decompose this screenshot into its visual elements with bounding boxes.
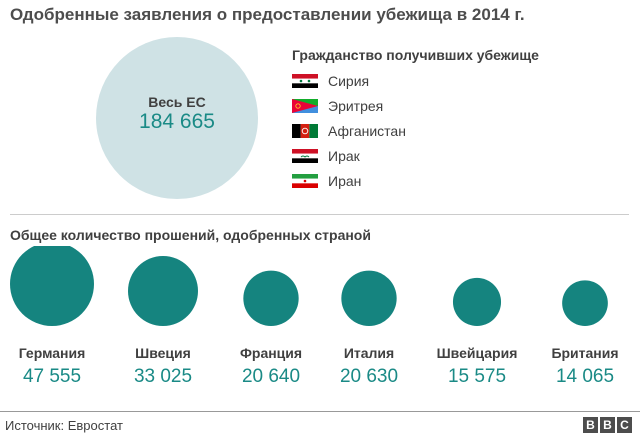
legend-title: Гражданство получивших убежище — [292, 47, 539, 63]
country-value-switzerland: 15 575 — [447, 366, 507, 387]
country-bubble — [562, 280, 608, 326]
country-value-france: 20 640 — [241, 366, 301, 387]
eritrea-flag-icon — [292, 99, 318, 113]
legend-item-afghanistan: Афганистан — [292, 122, 406, 140]
country-label-britain: Британия — [551, 345, 619, 361]
country-value-sweden: 33 025 — [133, 366, 193, 387]
iraq-flag-icon — [292, 149, 318, 163]
country-label-italy: Италия — [343, 345, 395, 361]
syria-flag-icon — [292, 74, 318, 88]
page-title: Одобренные заявления о предоставлении уб… — [10, 5, 525, 24]
bbc-logo: B B C — [581, 417, 632, 433]
country-bubble — [243, 270, 299, 326]
bbc-logo-letter: B — [600, 417, 615, 433]
legend-item-label: Сирия — [328, 73, 370, 89]
country-value-italy: 20 630 — [339, 366, 399, 387]
eu-total-label: Весь ЕС — [148, 94, 206, 110]
country-bubble — [10, 246, 94, 326]
country-value-germany: 47 555 — [22, 366, 82, 387]
section-title: Общее количество прошений, одобренных ст… — [10, 227, 371, 243]
legend-item-syria: Сирия — [292, 72, 369, 90]
bbc-logo-letter: C — [617, 417, 632, 433]
country-label-switzerland: Швейцария — [436, 345, 518, 361]
eu-total-bubble — [96, 37, 258, 199]
footer-divider — [0, 411, 640, 412]
country-label-sweden: Швеция — [135, 345, 191, 361]
eu-total-value: 184 665 — [139, 110, 215, 133]
section-divider — [10, 214, 629, 215]
legend-item-label: Афганистан — [328, 123, 406, 139]
country-bubble — [127, 255, 199, 326]
legend-item-label: Ирак — [328, 148, 360, 164]
country-label-france: Франция — [239, 345, 303, 361]
country-bubble — [341, 270, 397, 326]
country-bubbles — [10, 246, 608, 326]
country-label-germany: Германия — [18, 345, 86, 361]
source-note: Источник: Евростат — [5, 418, 123, 433]
iran-flag-icon — [292, 174, 318, 188]
legend-item-iran: Иран — [292, 172, 361, 190]
legend-item-label: Эритрея — [328, 98, 384, 114]
legend-item-iraq: Ирак — [292, 147, 360, 165]
country-value-britain: 14 065 — [555, 366, 615, 387]
legend-item-eritrea: Эритрея — [292, 97, 383, 115]
country-bubble — [452, 277, 502, 326]
afghanistan-flag-icon — [292, 124, 318, 138]
bbc-logo-letter: B — [583, 417, 598, 433]
legend-item-label: Иран — [328, 173, 362, 189]
